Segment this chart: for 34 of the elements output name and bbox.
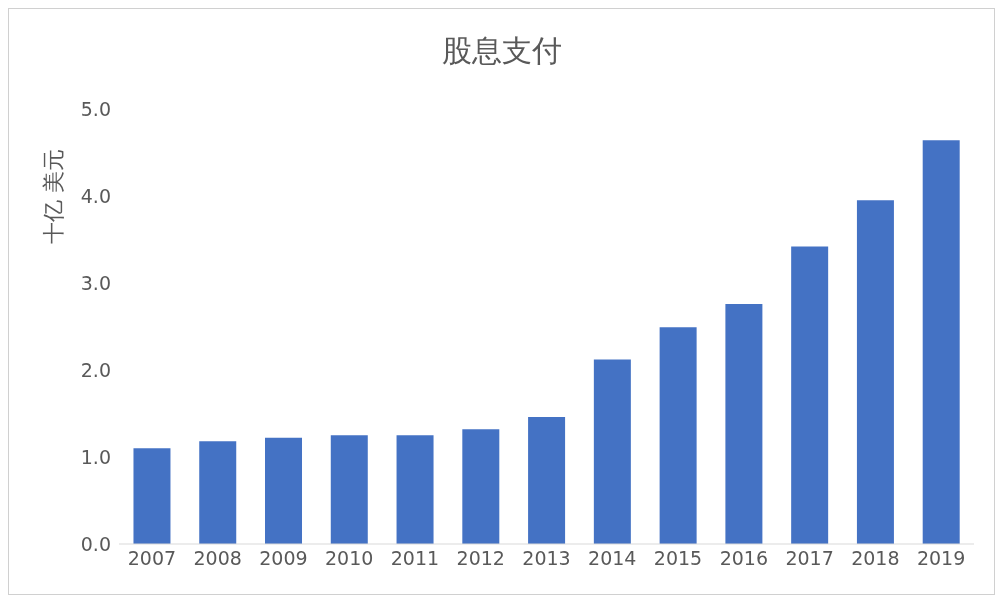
- x-tick-label: 2014: [588, 547, 637, 570]
- x-tick-label: 2011: [390, 547, 440, 570]
- bar: [725, 303, 763, 544]
- y-tick-label: 1.0: [80, 445, 111, 468]
- bar: [265, 437, 303, 544]
- bar: [528, 416, 566, 544]
- y-tick-label: 2.0: [80, 358, 111, 381]
- x-tick-label: 2016: [719, 547, 768, 570]
- y-tick-label: 3.0: [80, 271, 111, 294]
- chart-title: 股息支付: [440, 32, 563, 70]
- bar: [791, 246, 829, 544]
- x-tick-label: 2018: [851, 547, 900, 570]
- bar: [462, 429, 500, 544]
- x-tick-label: 2007: [127, 547, 177, 570]
- bar: [659, 327, 697, 544]
- bar: [856, 200, 894, 544]
- x-tick-label: 2012: [456, 547, 505, 570]
- bar: [133, 448, 171, 544]
- bar: [922, 140, 960, 544]
- x-tick-label: 2008: [193, 547, 242, 570]
- x-tick-label: 2010: [325, 547, 374, 570]
- bar: [593, 359, 631, 544]
- x-tick-label: 2019: [916, 547, 966, 570]
- x-tick-label: 2013: [522, 547, 571, 570]
- x-tick-label: 2017: [785, 547, 834, 570]
- x-tick-label: 2015: [653, 547, 703, 570]
- bar: [396, 435, 434, 544]
- y-tick-label: 4.0: [80, 184, 111, 207]
- y-tick-label: 5.0: [80, 97, 111, 120]
- y-tick-label: 0.0: [80, 532, 111, 555]
- y-axis-title: 十亿 美元: [40, 149, 67, 244]
- bar: [330, 435, 368, 544]
- bar: [199, 441, 237, 544]
- x-tick-label: 2009: [259, 547, 308, 570]
